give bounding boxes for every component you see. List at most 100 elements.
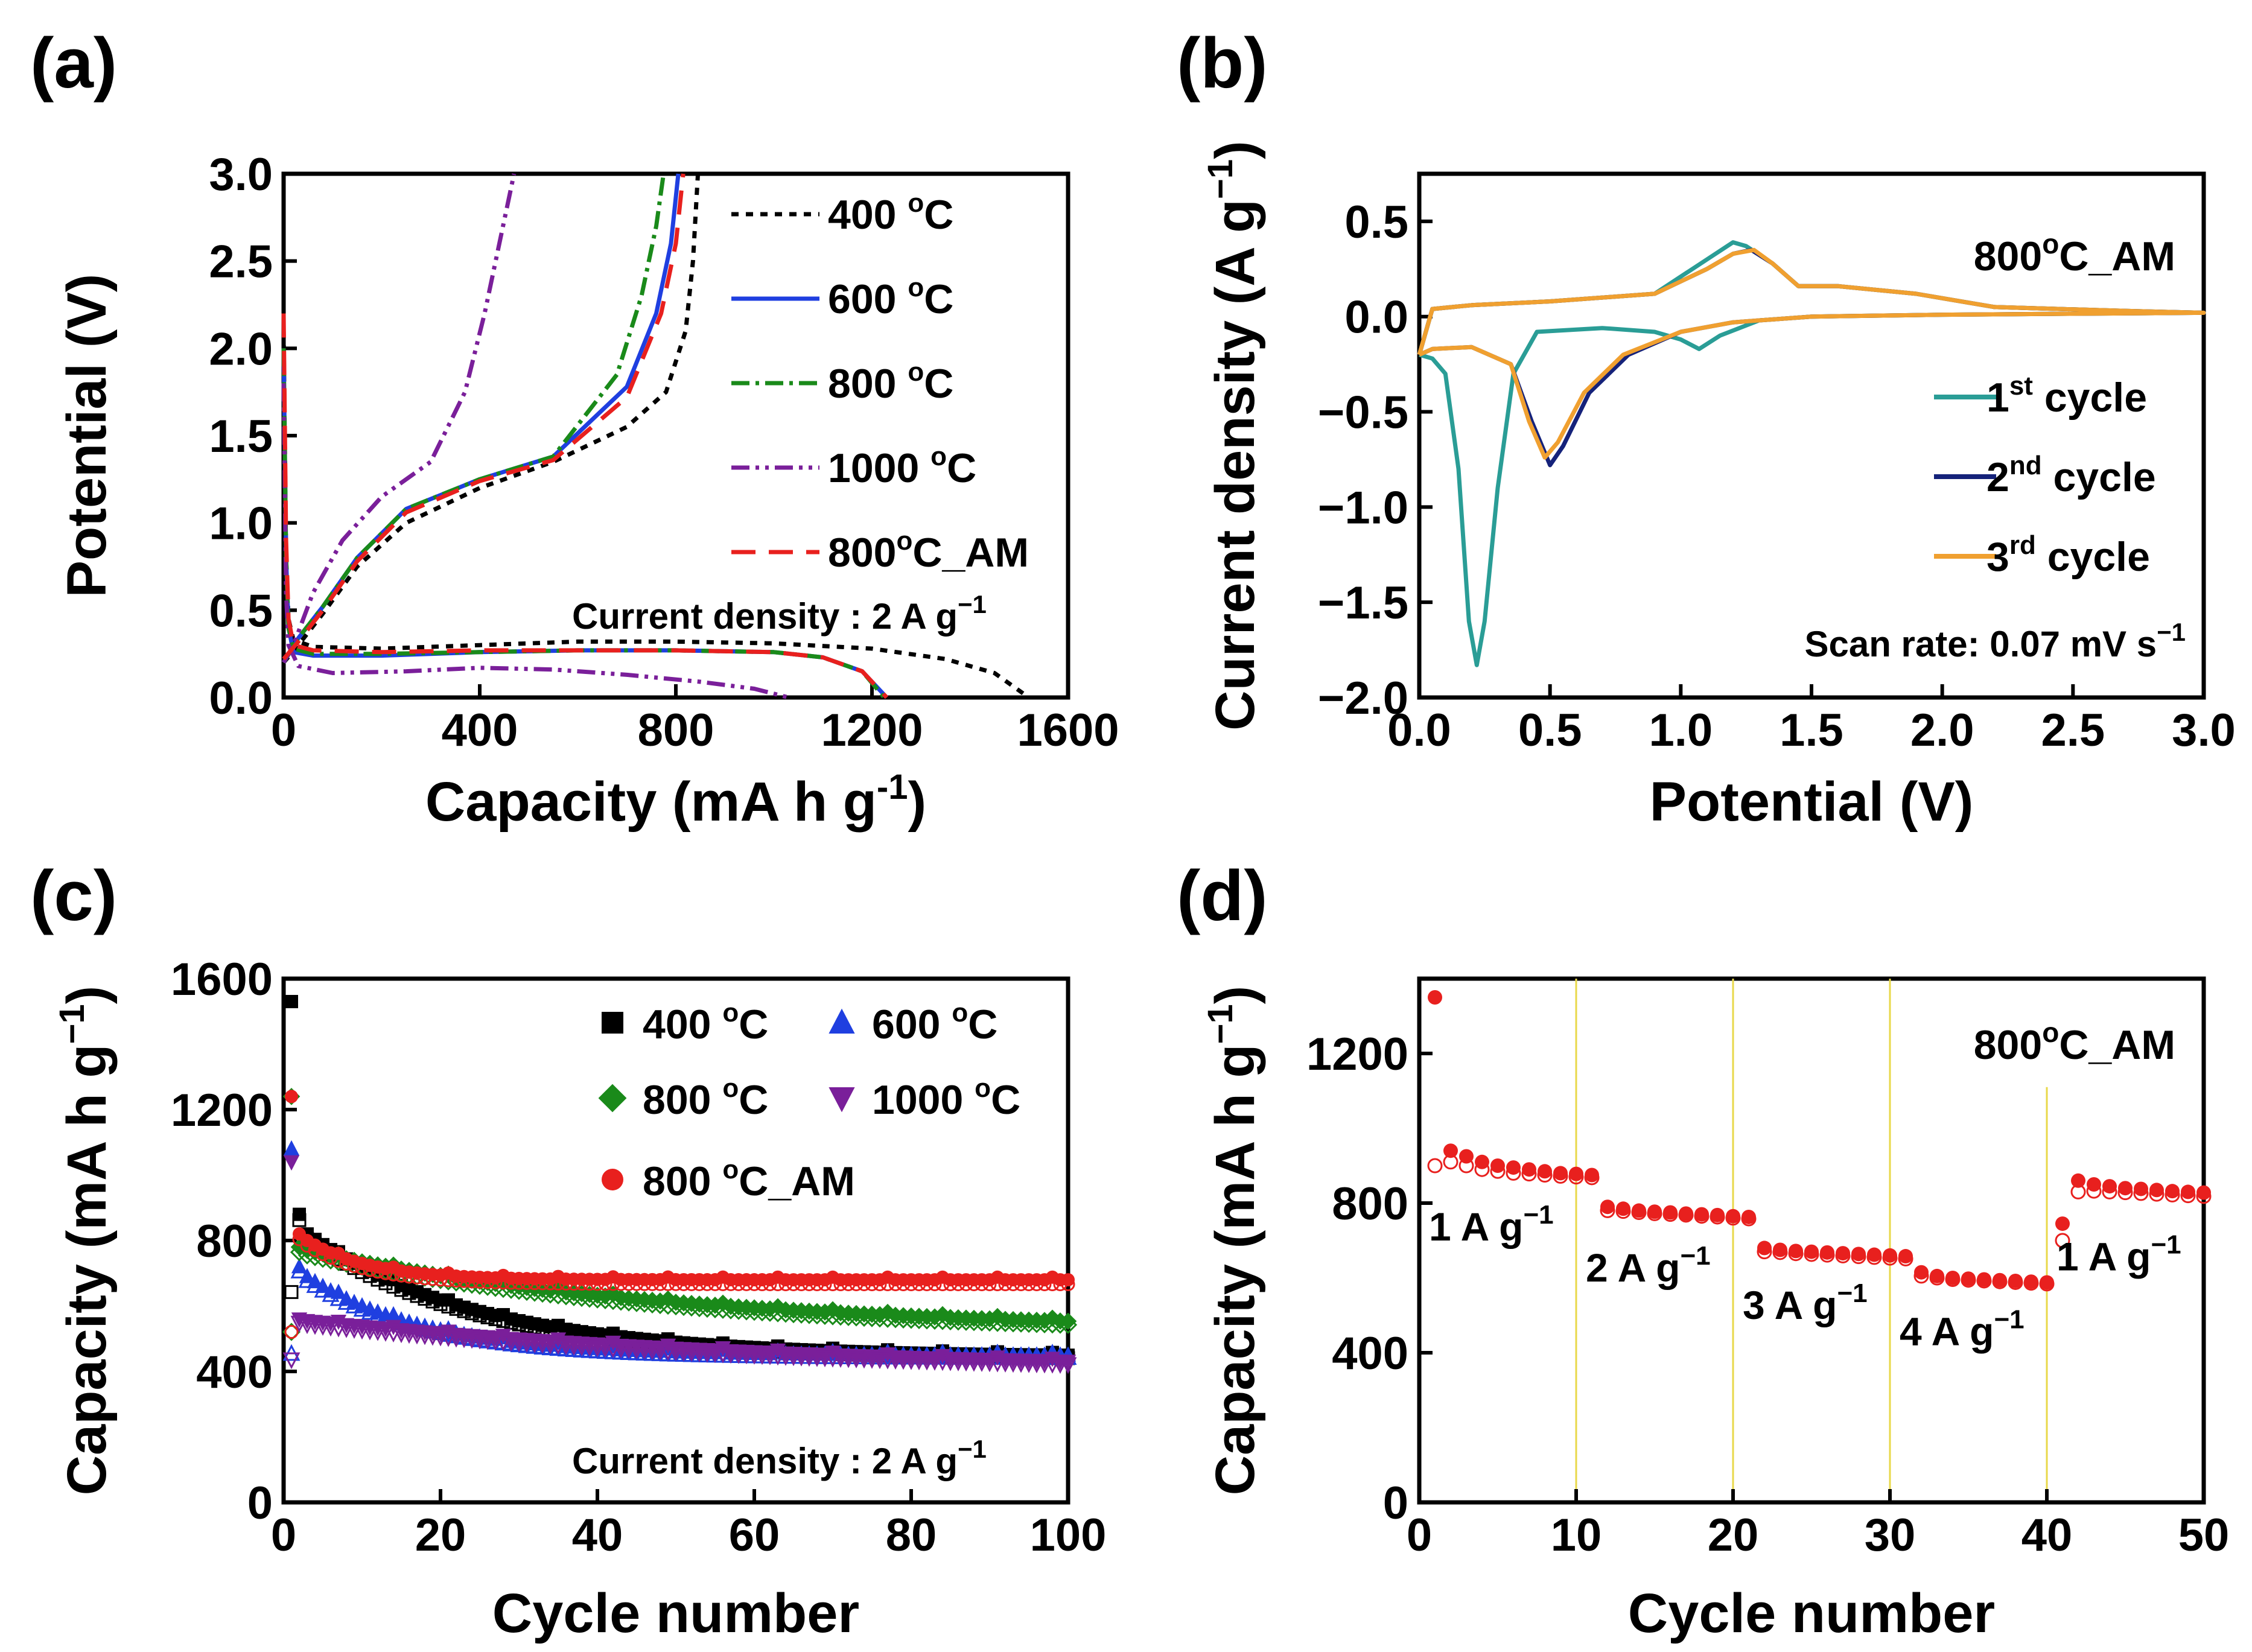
panel-d-y-tick-label: 1200	[1306, 1029, 1408, 1080]
panel-d-rate-label: 1 A g−1	[1429, 1200, 1554, 1249]
panel-c: (c) 0 20 40 60 80 100 0 400 800 1200 1600 Cycle nu…	[30, 856, 1106, 1644]
panel-b-ticks: 0.0 0.5 1.0 1.5 2.0 2.5 3.0 0.5 0.0 −0.5 −1.0 −1.5 −…	[1318, 197, 2236, 756]
panel-d-discharge-point	[1459, 1149, 1474, 1164]
panel-b-sample-label: 800oC_AM	[1974, 228, 2175, 279]
panel-b-legend-label: 3rd cycle	[1986, 530, 2150, 580]
panel-d-discharge-point	[1679, 1206, 1693, 1221]
panel-d-discharge-point	[2149, 1183, 2164, 1198]
panel-d-letter: (d)	[1177, 856, 1268, 936]
panel-a-charge-curve	[282, 173, 701, 664]
panel-d-discharge-point	[1977, 1272, 1991, 1287]
panel-b-legend-label: 2nd cycle	[1986, 451, 2156, 500]
panel-c-data-point	[283, 1155, 300, 1171]
panel-d-charge-point	[2055, 1233, 2070, 1248]
panel-b-legend: 1st cycle 2nd cycle 3rd cycle	[1934, 371, 2156, 580]
panel-c-x-tick-label: 60	[729, 1510, 780, 1561]
panel-d-y-tick-label: 0	[1383, 1478, 1408, 1529]
panel-b-cv-curve	[1417, 240, 2206, 667]
panel-d-y-tick-label: 800	[1332, 1178, 1408, 1230]
panel-a-y-tick-label: 2.0	[209, 323, 273, 375]
panel-c-y-tick-label: 400	[196, 1347, 273, 1398]
panel-b-x-tick-label: 0.0	[1387, 705, 1451, 756]
panel-a-charge-curve	[282, 173, 681, 664]
panel-a-legend: 400 oC 600 oC 800 oC 1000 oC 800oC_AM	[731, 188, 1029, 576]
panel-a-x-tick-label: 0	[271, 705, 296, 756]
panel-d-discharge-point	[1585, 1168, 1599, 1183]
panel-d-discharge-point	[2165, 1184, 2180, 1199]
panel-d-x-tick-label: 10	[1551, 1510, 1602, 1561]
panel-b-x-tick-label: 2.5	[2041, 705, 2105, 756]
panel-c-x-axis-title: Cycle number	[492, 1583, 859, 1644]
panel-c-legend-label: 800 oC_AM	[643, 1155, 855, 1204]
panel-d-discharge-point	[1898, 1249, 1913, 1264]
panel-a-legend-label: 400 oC	[828, 188, 953, 238]
panel-d-discharge-point	[1616, 1201, 1630, 1216]
panel-d-rate-label: 1 A g−1	[2056, 1230, 2181, 1279]
panel-c-charge-point	[284, 1324, 299, 1339]
panel-c-charge-point	[488, 1275, 503, 1289]
panel-c-charge-point	[314, 1280, 332, 1298]
panel-c-legend-label: 1000 oC	[872, 1073, 1020, 1123]
panel-a-charge-curve	[282, 173, 685, 661]
panel-c-data-point	[871, 1306, 889, 1324]
panel-c-data-point	[1059, 1312, 1077, 1330]
panel-b-x-tick-label: 2.0	[1910, 705, 1974, 756]
panel-c-charge-point	[543, 1276, 558, 1291]
panel-d-y-axis-title: Capacity (mA h g−1)	[1201, 986, 1266, 1496]
panel-c-legend-label: 600 oC	[872, 998, 997, 1047]
panel-c-data-point	[557, 1283, 575, 1301]
panel-c-data-point	[285, 994, 298, 1008]
panel-d-rate-label: 2 A g−1	[1586, 1241, 1711, 1290]
panel-c-x-tick-label: 80	[886, 1510, 937, 1561]
panel-d-rate-labels: 1 A g−1 2 A g−1 3 A g−1 4 A g−1 1 A g−1	[1429, 1200, 2181, 1354]
panel-d-rate-label: 3 A g−1	[1743, 1279, 1868, 1327]
panel-c-charge-point	[329, 1289, 348, 1306]
panel-c-data-point	[988, 1307, 1007, 1326]
panel-c-data-point	[651, 1292, 669, 1310]
panel-d-x-tick-label: 50	[2178, 1510, 2230, 1561]
panel-c-charge-point	[292, 1213, 307, 1227]
panel-b-x-tick-label: 1.0	[1649, 705, 1713, 756]
panel-c-charge-point	[433, 1272, 448, 1287]
panel-d-discharge-point	[2181, 1184, 2195, 1199]
panel-b-y-axis-title: Current density (A g−1)	[1201, 141, 1266, 731]
panel-b-y-tick-label: −1.0	[1318, 482, 1408, 533]
panel-c-charge-point	[818, 1277, 832, 1291]
panel-c-data-point	[283, 1140, 300, 1156]
panel-a-letter: (a)	[30, 24, 117, 103]
panel-d-discharge-point	[2024, 1274, 2038, 1289]
panel-c-legend-marker	[602, 1012, 623, 1034]
panel-d-discharge-point	[1522, 1162, 1536, 1177]
panel-d-rate-label: 4 A g−1	[1900, 1305, 2025, 1354]
panel-d-dividers	[1575, 979, 2048, 1502]
panel-d-ticks: 0 10 20 30 40 50 0 400 800 1200	[1306, 1029, 2229, 1561]
panel-d-discharge-point	[1553, 1166, 1568, 1181]
panel-b-x-tick-label: 1.5	[1780, 705, 1843, 756]
panel-a-y-axis-title: Potential (V)	[56, 274, 118, 598]
panel-c-charge-point	[306, 1276, 324, 1293]
panel-a-charge-curve	[281, 173, 517, 664]
panel-c-plot-frame	[281, 976, 1070, 1505]
panel-c-charge-point	[708, 1277, 722, 1291]
panel-a-y-tick-label: 1.5	[209, 411, 273, 462]
panel-d-discharge-point	[1883, 1248, 1897, 1263]
panel-c-charge-point	[1061, 1277, 1075, 1291]
panel-d-discharge-point	[1757, 1241, 1772, 1256]
panel-c-series	[282, 994, 1078, 1374]
panel-c-charge-point	[598, 1277, 612, 1291]
panel-d-discharge-point	[1773, 1242, 1787, 1257]
panel-c-data-point	[926, 1308, 944, 1326]
panel-a-legend-label: 600 oC	[828, 273, 953, 322]
panel-d-discharge-point	[2196, 1185, 2211, 1200]
panel-c-legend-marker	[602, 1169, 623, 1190]
panel-d-discharge-point	[2040, 1275, 2054, 1290]
panel-d-discharge-point	[1867, 1247, 1881, 1262]
panel-c-data-point	[706, 1297, 724, 1314]
panel-c-y-tick-label: 800	[196, 1216, 273, 1267]
panel-b-y-tick-label: 0.5	[1344, 197, 1408, 248]
panel-d-discharge-point	[2055, 1216, 2070, 1231]
panel-c-data-point	[1035, 1312, 1054, 1330]
panel-b-annotation: Scan rate: 0.07 mV s−1	[1804, 618, 2186, 664]
panel-c-x-tick-label: 40	[572, 1510, 623, 1561]
panel-c-data-point	[981, 1310, 999, 1328]
